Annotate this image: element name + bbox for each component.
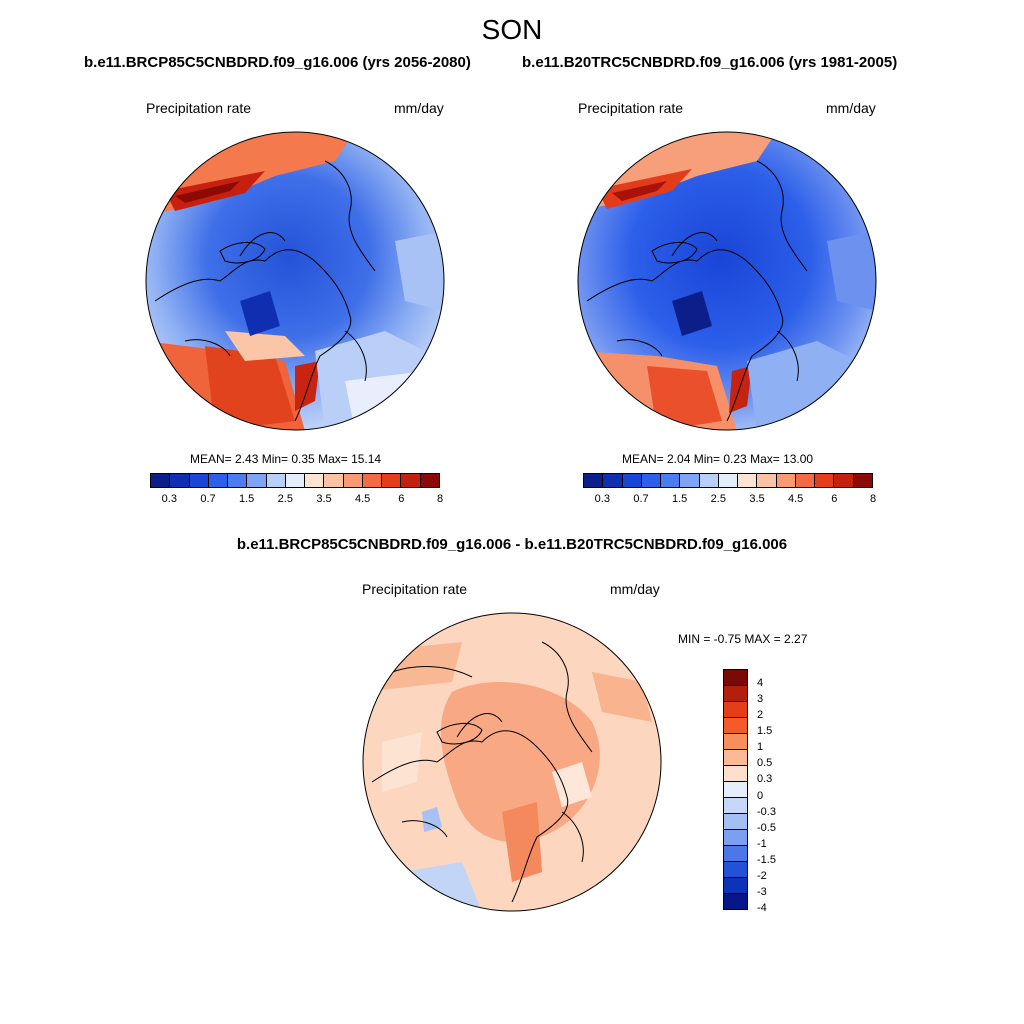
colorbar-swatch — [815, 474, 835, 487]
panel-1-case-title: b.e11.BRCP85C5CNBDRD.f09_g16.006 (yrs 20… — [84, 54, 471, 71]
colorbar-swatch — [757, 474, 777, 487]
colorbar-swatch — [247, 474, 267, 487]
colorbar-tick-label: 4 — [757, 677, 764, 690]
colorbar-tick-label: 3.5 — [749, 493, 765, 505]
colorbar-swatch — [641, 474, 662, 487]
panel-1-colorbar — [150, 473, 440, 488]
colorbar-swatch — [151, 474, 171, 487]
colorbar-swatch — [724, 846, 747, 862]
colorbar-swatch — [584, 474, 604, 487]
colorbar-tick-label: 1.5 — [757, 725, 773, 738]
colorbar-tick-label: 0.3 — [594, 493, 610, 505]
diff-title: b.e11.BRCP85C5CNBDRD.f09_g16.006 - b.e11… — [236, 536, 788, 553]
colorbar-swatch — [305, 474, 325, 487]
colorbar-tick-label: -4 — [757, 902, 767, 914]
colorbar-swatch — [724, 830, 747, 846]
colorbar-swatch — [718, 474, 739, 487]
colorbar-tick-label: -2 — [757, 869, 767, 882]
colorbar-swatch — [724, 894, 747, 909]
panel-1-units: mm/day — [394, 100, 444, 116]
colorbar-swatch — [724, 686, 747, 702]
colorbar-tick-label: 8 — [869, 493, 877, 505]
colorbar-swatch — [603, 474, 623, 487]
colorbar-swatch — [724, 814, 747, 830]
colorbar-swatch — [680, 474, 700, 487]
colorbar-tick-label: 6 — [831, 493, 838, 505]
colorbar-swatch — [401, 474, 421, 487]
panel-2-stats: MEAN= 2.04 Min= 0.23 Max= 13.00 — [622, 452, 814, 466]
diff-colorbar — [723, 669, 748, 910]
colorbar-swatch — [382, 474, 402, 487]
colorbar-tick-label: -1.5 — [757, 853, 776, 866]
colorbar-swatch — [228, 474, 248, 487]
colorbar-swatch — [724, 878, 747, 894]
panel-1-map — [145, 131, 445, 431]
colorbar-tick-label: 2 — [757, 709, 764, 722]
colorbar-tick-label: 0.5 — [757, 757, 773, 770]
colorbar-swatch — [724, 862, 747, 878]
colorbar-swatch — [420, 474, 439, 487]
panel-2-units: mm/day — [826, 100, 876, 116]
colorbar-swatch — [724, 750, 747, 766]
colorbar-swatch — [834, 474, 854, 487]
colorbar-tick-label: 8 — [436, 493, 444, 505]
colorbar-tick-label: 3 — [757, 693, 764, 706]
colorbar-tick-label: -1 — [757, 837, 767, 850]
panel-2-colorbar — [583, 473, 873, 488]
colorbar-swatch — [795, 474, 816, 487]
colorbar-tick-label: -0.5 — [757, 821, 776, 834]
colorbar-swatch — [622, 474, 642, 487]
colorbar-swatch — [724, 798, 747, 814]
colorbar-swatch — [661, 474, 681, 487]
colorbar-swatch — [853, 474, 872, 487]
colorbar-tick-label: 1.5 — [239, 493, 255, 505]
colorbar-swatch — [724, 782, 747, 798]
season-title: SON — [481, 14, 543, 45]
colorbar-tick-label: 0.7 — [200, 493, 216, 505]
colorbar-tick-label: 4.5 — [788, 493, 804, 505]
colorbar-tick-label: -0.3 — [757, 805, 776, 818]
diff-stats: MIN = -0.75 MAX = 2.27 — [678, 632, 808, 646]
colorbar-tick-label: 4.5 — [355, 493, 371, 505]
diff-units: mm/day — [610, 581, 660, 597]
colorbar-swatch — [738, 474, 758, 487]
colorbar-swatch — [724, 766, 747, 782]
colorbar-tick-label: 1 — [757, 741, 764, 754]
colorbar-tick-label: 0.7 — [633, 493, 649, 505]
colorbar-tick-label: 0 — [757, 789, 764, 802]
colorbar-tick-label: 0.3 — [161, 493, 177, 505]
panel-1-variable: Precipitation rate — [146, 100, 252, 116]
colorbar-swatch — [189, 474, 209, 487]
colorbar-swatch — [170, 474, 190, 487]
colorbar-swatch — [724, 702, 747, 718]
colorbar-swatch — [362, 474, 383, 487]
colorbar-tick-label: 6 — [398, 493, 405, 505]
colorbar-tick-label: 1.5 — [672, 493, 688, 505]
colorbar-swatch — [266, 474, 286, 487]
colorbar-tick-label: 2.5 — [277, 493, 293, 505]
panel-2-variable: Precipitation rate — [578, 100, 684, 116]
colorbar-swatch — [724, 734, 747, 750]
diff-variable: Precipitation rate — [362, 581, 468, 597]
colorbar-tick-label: 0.3 — [757, 773, 773, 786]
colorbar-tick-label: 3.5 — [316, 493, 332, 505]
colorbar-swatch — [324, 474, 344, 487]
panel-1-stats: MEAN= 2.43 Min= 0.35 Max= 15.14 — [190, 452, 382, 466]
colorbar-swatch — [343, 474, 363, 487]
colorbar-tick-label: -3 — [757, 885, 767, 898]
diff-map — [362, 612, 662, 912]
colorbar-swatch — [724, 670, 747, 686]
colorbar-swatch — [724, 718, 747, 734]
colorbar-swatch — [699, 474, 719, 487]
colorbar-tick-label: 2.5 — [710, 493, 726, 505]
panel-2-map — [577, 131, 877, 431]
panel-2-case-title: b.e11.B20TRC5CNBDRD.f09_g16.006 (yrs 198… — [522, 54, 898, 71]
colorbar-swatch — [208, 474, 229, 487]
colorbar-swatch — [285, 474, 306, 487]
colorbar-swatch — [776, 474, 796, 487]
